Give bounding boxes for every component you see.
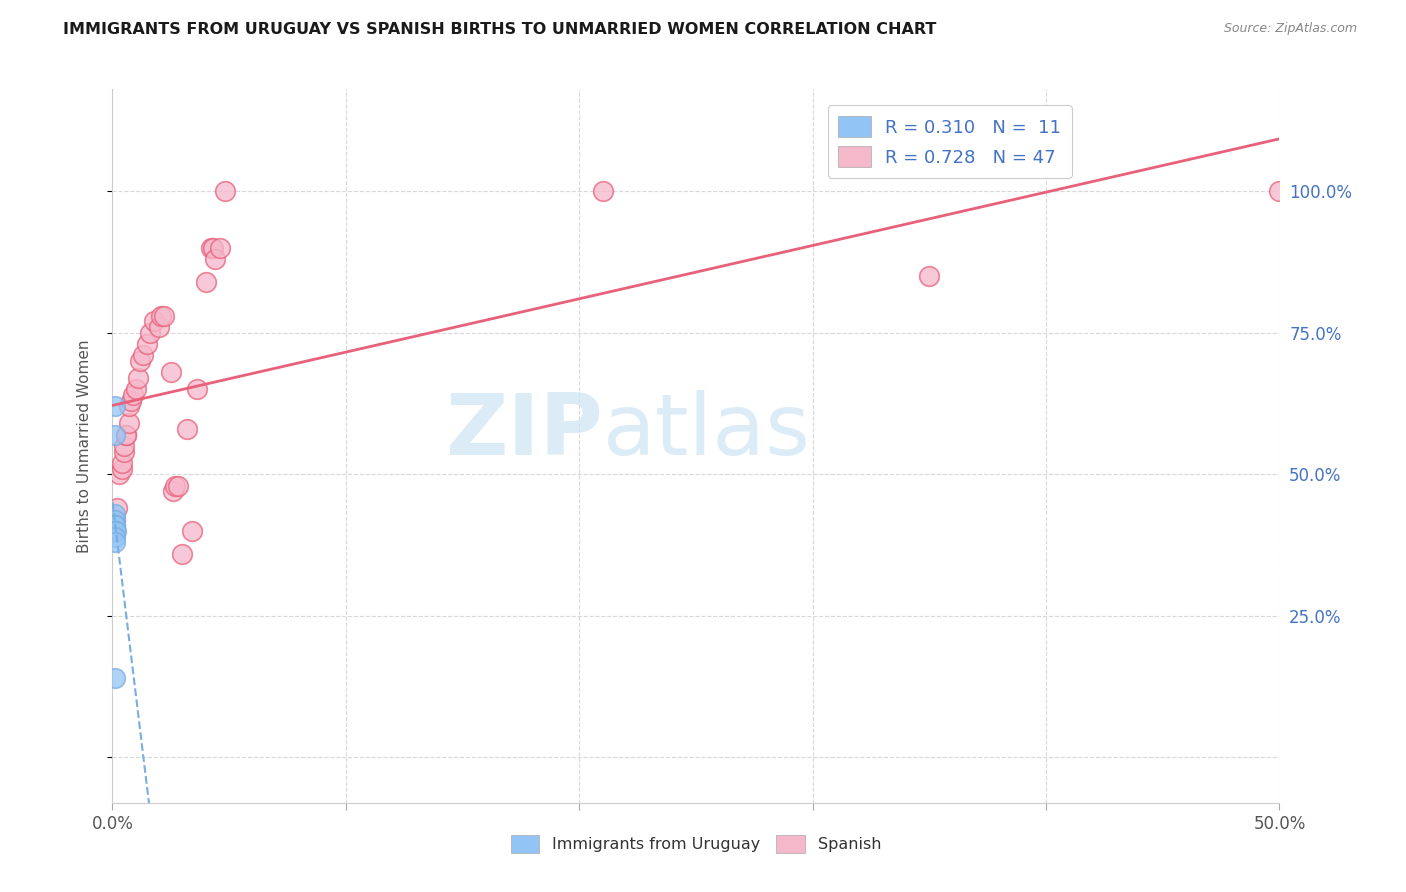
- Point: [201, 241, 224, 255]
- Point: [172, 547, 194, 561]
- Point: [1268, 184, 1291, 198]
- Point: [112, 444, 135, 458]
- Point: [122, 388, 145, 402]
- Point: [111, 461, 134, 475]
- Point: [108, 467, 131, 482]
- Point: [132, 348, 155, 362]
- Text: Source: ZipAtlas.com: Source: ZipAtlas.com: [1223, 22, 1357, 36]
- Point: [150, 309, 173, 323]
- Text: atlas: atlas: [603, 390, 811, 474]
- Point: [129, 354, 152, 368]
- Point: [166, 478, 188, 492]
- Point: [115, 427, 138, 442]
- Point: [160, 365, 183, 379]
- Point: [104, 518, 127, 533]
- Point: [104, 530, 127, 544]
- Point: [125, 383, 148, 397]
- Point: [918, 269, 941, 284]
- Point: [186, 383, 208, 397]
- Point: [180, 524, 202, 538]
- Point: [214, 184, 236, 198]
- Point: [104, 671, 127, 685]
- Point: [104, 513, 127, 527]
- Point: [139, 326, 162, 340]
- Text: ZIP: ZIP: [444, 390, 603, 474]
- Point: [118, 400, 141, 414]
- Point: [105, 501, 128, 516]
- Point: [104, 524, 127, 538]
- Point: [104, 513, 127, 527]
- Point: [200, 241, 222, 255]
- Point: [120, 393, 142, 408]
- Point: [112, 439, 135, 453]
- Point: [592, 184, 614, 198]
- Point: [104, 535, 127, 549]
- Point: [115, 427, 138, 442]
- Point: [162, 484, 184, 499]
- Point: [143, 314, 166, 328]
- Point: [148, 320, 170, 334]
- Point: [165, 478, 187, 492]
- Y-axis label: Births to Unmarried Women: Births to Unmarried Women: [77, 339, 91, 553]
- Legend: Immigrants from Uruguay, Spanish: Immigrants from Uruguay, Spanish: [505, 829, 887, 859]
- Text: IMMIGRANTS FROM URUGUAY VS SPANISH BIRTHS TO UNMARRIED WOMEN CORRELATION CHART: IMMIGRANTS FROM URUGUAY VS SPANISH BIRTH…: [63, 22, 936, 37]
- Point: [104, 524, 127, 538]
- Point: [194, 275, 217, 289]
- Point: [127, 371, 149, 385]
- Point: [153, 309, 176, 323]
- Point: [204, 252, 226, 266]
- Point: [136, 337, 159, 351]
- Point: [118, 417, 141, 431]
- Point: [111, 456, 134, 470]
- Point: [104, 400, 127, 414]
- Point: [104, 524, 127, 538]
- Point: [208, 241, 231, 255]
- Point: [104, 427, 127, 442]
- Point: [104, 518, 127, 533]
- Point: [176, 422, 198, 436]
- Point: [104, 507, 127, 521]
